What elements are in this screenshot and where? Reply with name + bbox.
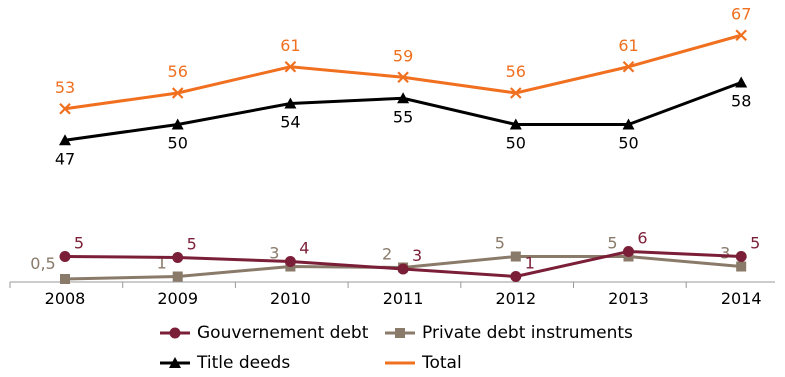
data-label: 2 [382, 245, 392, 264]
legend-item-private-debt-instruments: Private debt instruments [385, 323, 633, 343]
data-label: 6 [637, 229, 647, 248]
data-label: 1 [157, 254, 167, 273]
x-tick-label: 2013 [608, 289, 649, 308]
data-point [509, 118, 522, 130]
data-point [623, 246, 634, 257]
x-tick-label: 2008 [45, 289, 86, 308]
data-label: 1 [525, 254, 535, 273]
data-label: 56 [168, 62, 188, 81]
data-point [172, 252, 184, 263]
legend-item-total: Total [385, 353, 462, 373]
x-axis-ticks: 2008 2009 2010 2011 2012 2013 2014 [9, 282, 762, 308]
data-label: 53 [55, 78, 75, 97]
x-tick-label: 2012 [495, 289, 536, 308]
data-point [510, 251, 521, 262]
legend-label: Total [421, 353, 462, 373]
data-point [59, 134, 71, 146]
data-point [284, 97, 297, 109]
data-point [59, 251, 71, 262]
data-label: 0,5 [30, 254, 55, 273]
data-label: 4 [299, 239, 309, 258]
data-point [172, 271, 183, 282]
data-label: 3 [720, 244, 730, 263]
data-label: 50 [168, 134, 188, 153]
data-point [59, 102, 71, 115]
series-gouvernement-debt: 5 5 4 3 1 6 5 [59, 229, 760, 282]
data-point [284, 256, 296, 267]
data-point [169, 357, 181, 368]
data-label: 55 [393, 107, 413, 126]
data-point [397, 92, 410, 104]
data-label: 67 [731, 4, 751, 23]
data-point [622, 60, 635, 73]
data-label: 50 [506, 134, 526, 153]
data-label: 56 [506, 62, 526, 81]
data-point [735, 251, 747, 262]
series-total: 53 56 61 59 56 61 67 [55, 4, 751, 115]
legend-item-gouvernement-debt: Gouvernement debt [160, 323, 369, 343]
data-label: 50 [618, 134, 638, 153]
legend-label: Private debt instruments [422, 323, 633, 343]
data-label: 3 [412, 246, 422, 265]
data-label: 5 [187, 235, 197, 254]
legend-item-title-deeds: Title deeds [160, 353, 290, 373]
x-tick-label: 2009 [157, 289, 198, 308]
data-label: 58 [731, 92, 751, 111]
data-point [284, 60, 297, 73]
legend-label: Title deeds [196, 353, 290, 373]
data-label: 54 [280, 113, 300, 132]
data-label: 47 [55, 149, 75, 168]
x-tick-label: 2010 [270, 289, 311, 308]
data-point [397, 71, 409, 84]
data-label: 5 [74, 234, 84, 253]
data-point [735, 76, 748, 88]
data-point [60, 274, 70, 284]
data-point [510, 271, 522, 282]
data-label: 5 [495, 234, 505, 253]
x-tick-label: 2014 [721, 289, 762, 308]
data-point [510, 87, 522, 99]
data-point [171, 118, 184, 130]
data-point [395, 328, 405, 338]
data-point [735, 29, 747, 42]
data-label: 61 [280, 36, 300, 55]
legend: Gouvernement debt Private debt instrument… [160, 323, 633, 373]
series-title-deeds: 47 50 54 55 50 50 58 [55, 76, 751, 168]
legend-label: Gouvernement debt [197, 323, 369, 343]
data-label: 5 [750, 234, 760, 253]
data-label: 3 [269, 244, 279, 263]
data-label: 59 [393, 46, 413, 65]
x-tick-label: 2011 [383, 289, 424, 308]
data-point [736, 261, 747, 272]
data-point [171, 87, 184, 99]
data-label: 61 [618, 36, 638, 55]
data-label: 5 [607, 234, 617, 253]
data-point [169, 327, 181, 339]
data-point [622, 118, 635, 130]
data-point [397, 263, 409, 275]
